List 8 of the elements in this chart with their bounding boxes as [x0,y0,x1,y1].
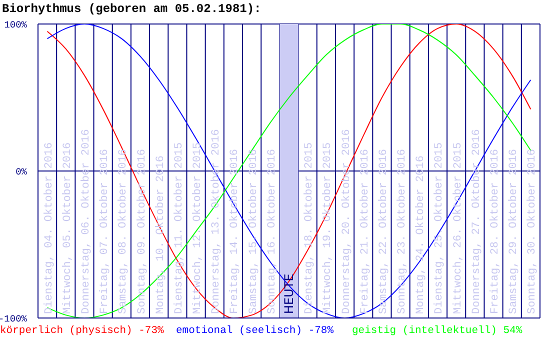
y-tick-label: -100% [0,314,28,324]
text: geistig (intellektuell) 54% [352,325,522,337]
y-tick-label: 0% [16,166,28,178]
chart-title: Biorhythmus (geboren am 05.02.1981): [2,2,262,16]
x-tick-label: HEUTE [282,274,296,314]
series-label: emotional (seelisch) -78% [176,325,334,337]
y-tick-label: 100% [4,20,28,30]
text: körperlich (physisch) -73% [0,325,164,337]
